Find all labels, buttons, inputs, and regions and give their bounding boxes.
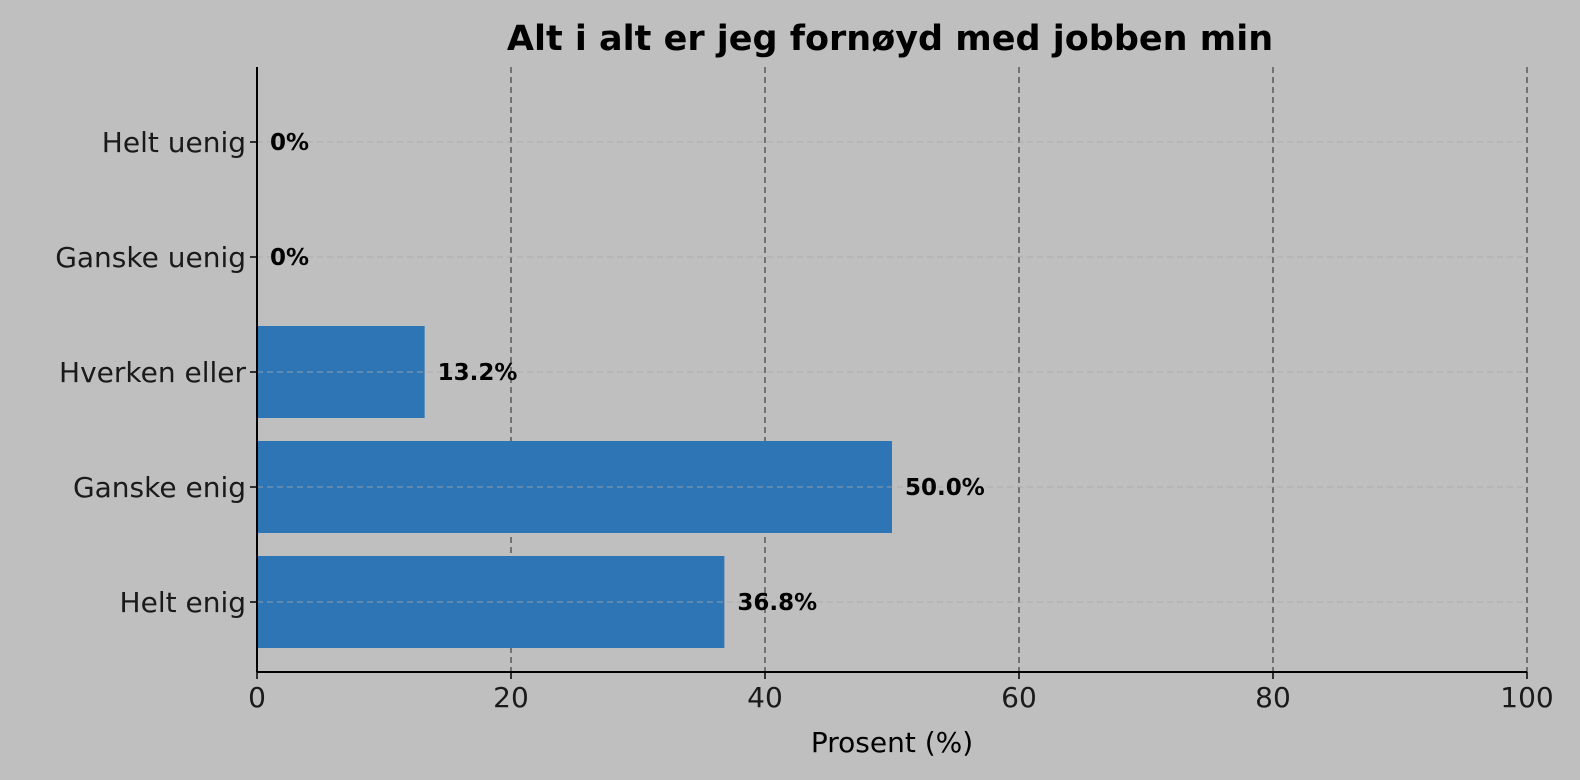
axes-layer: 0 20 40 60 80 100 Helt uenig Ganske uenig Hverke… [55,67,1554,714]
y-tick-label: Ganske enig [73,471,246,504]
y-tick-label: Ganske uenig [55,241,246,274]
data-label: 0% [270,245,309,271]
x-tick-label: 80 [1255,681,1291,714]
x-tick-label: 100 [1500,681,1553,714]
x-tick-label: 20 [493,681,529,714]
data-label: 50.0% [905,475,985,501]
y-tick-label: Hverken eller [59,356,246,389]
x-tick-label: 60 [1001,681,1037,714]
x-tick-label: 0 [248,681,266,714]
y-tick-label: Helt enig [120,586,246,619]
x-tick-label: 40 [747,681,783,714]
chart-title: Alt i alt er jeg fornøyd med jobben min [507,19,1273,59]
x-axis-label: Prosent (%) [811,726,973,759]
category-gridlines [257,141,1527,603]
labels-layer: 0% 0% 13.2% 50.0% 36.8% [270,130,985,616]
data-label: 13.2% [438,360,518,386]
data-label: 36.8% [737,590,817,616]
y-tick-label: Helt uenig [102,126,246,159]
data-label: 0% [270,130,309,156]
